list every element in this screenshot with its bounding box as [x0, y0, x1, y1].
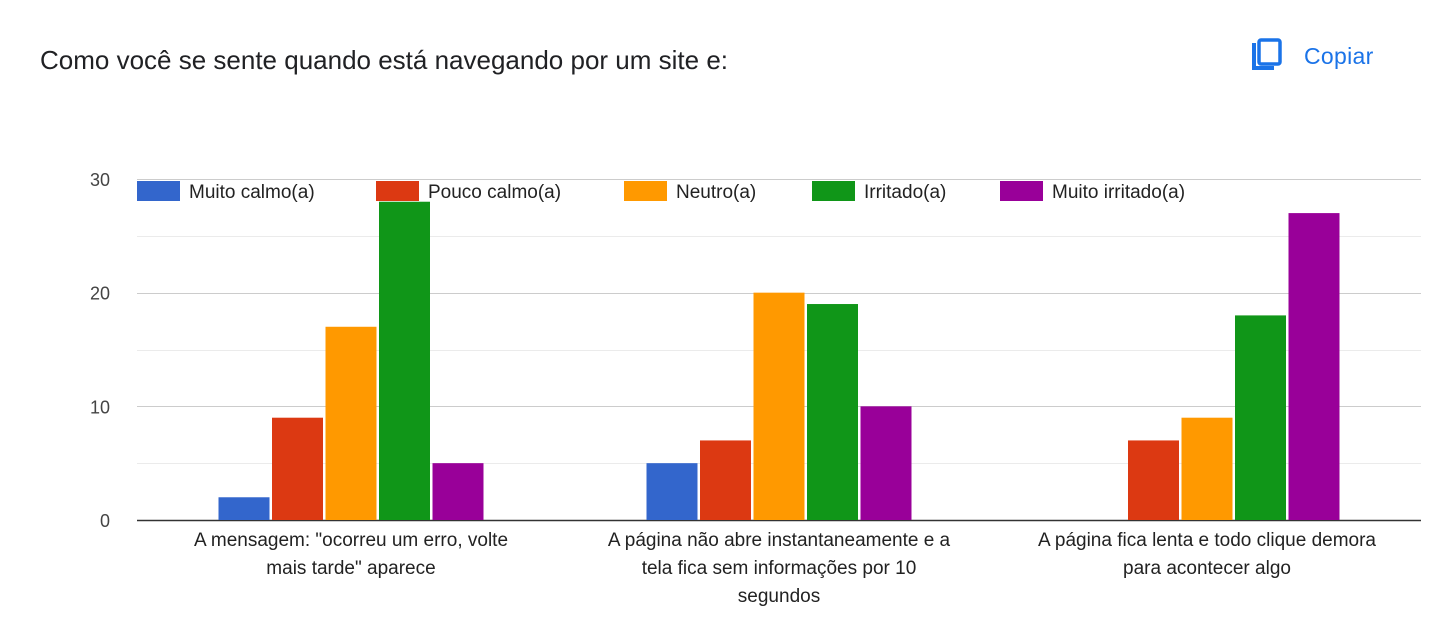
- category-labels: A mensagem: "ocorreu um erro, volte mais …: [194, 530, 1376, 607]
- y-tick-label: 20: [90, 284, 110, 304]
- bar: [700, 440, 751, 520]
- bar: [1235, 315, 1286, 520]
- legend-swatch: [376, 181, 419, 201]
- bar: [646, 463, 698, 520]
- legend-swatch: [812, 181, 855, 201]
- legend-label: Muito irritado(a): [1052, 182, 1185, 203]
- legend-label: Pouco calmo(a): [428, 182, 561, 203]
- legend-swatch: [137, 181, 180, 201]
- bar: [1288, 213, 1340, 520]
- bar: [1181, 417, 1233, 520]
- copy-icon: [1252, 38, 1282, 70]
- bar: [753, 292, 805, 520]
- copy-button[interactable]: Copiar: [1248, 36, 1374, 76]
- category-label: A página não abre instantaneamente e a te…: [608, 530, 951, 607]
- legend-label: Neutro(a): [676, 182, 756, 203]
- bar: [807, 304, 858, 520]
- bar: [1128, 440, 1179, 520]
- legend-label: Irritado(a): [864, 182, 946, 203]
- y-tick-label: 30: [90, 170, 110, 190]
- legend: Muito calmo(a) Pouco calmo(a) Neutro(a) Irr…: [137, 181, 1185, 203]
- bar: [218, 497, 270, 520]
- bar: [272, 417, 323, 520]
- category-label: A mensagem: "ocorreu um erro, volte mais …: [194, 530, 508, 579]
- y-axis-ticks: 0 10 20 30: [90, 170, 110, 531]
- y-tick-label: 0: [100, 511, 110, 531]
- y-tick-label: 10: [90, 397, 110, 417]
- bar: [325, 326, 377, 520]
- bar: [432, 463, 484, 520]
- copy-label: Copiar: [1304, 42, 1374, 69]
- legend-swatch: [624, 181, 667, 201]
- question-title: Como você se sente quando está navegando…: [40, 45, 728, 75]
- bar: [860, 406, 912, 520]
- category-label: A página fica lenta e todo clique demora…: [1038, 530, 1376, 579]
- bars: [218, 201, 1340, 520]
- legend-label: Muito calmo(a): [189, 182, 315, 203]
- bar: [379, 201, 430, 520]
- legend-swatch: [1000, 181, 1043, 201]
